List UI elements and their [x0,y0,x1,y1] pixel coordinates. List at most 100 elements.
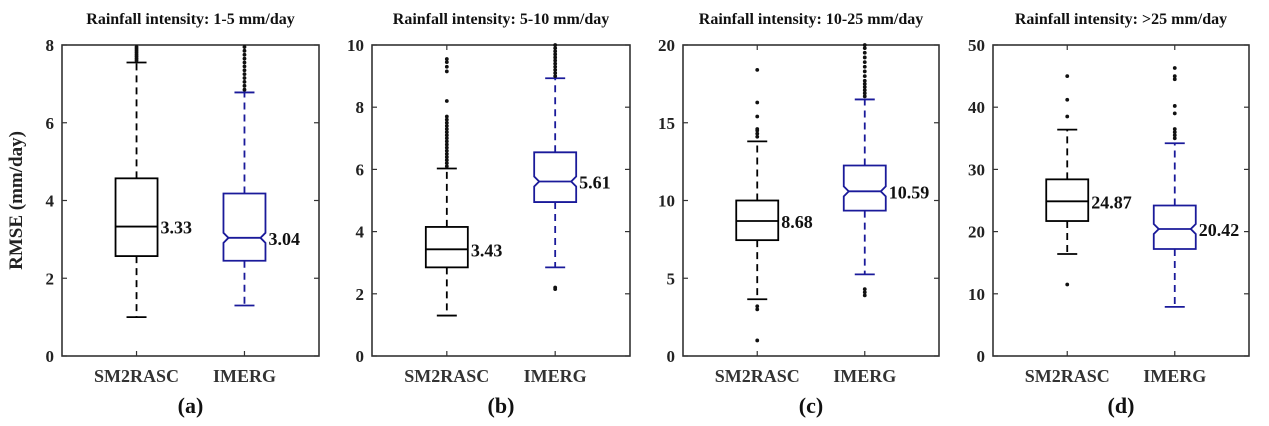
outlier-point [134,45,139,49]
outlier-point [862,55,867,60]
median-value-label: 5.61 [579,173,611,193]
outlier-point [242,68,247,73]
y-tick-label: 0 [667,347,676,366]
outlier-point [862,81,867,86]
outlier-point [862,78,867,83]
outlier-point [553,58,558,63]
outlier-point [1172,74,1177,78]
outlier-point [444,127,449,131]
outlier-point [862,74,867,78]
outlier-point [862,60,867,65]
panel-label: (c) [799,393,823,418]
median-value-label: 3.43 [471,240,503,260]
outlier-point [444,164,449,169]
panel-label: (b) [488,393,515,418]
median-value-label: 3.04 [268,229,300,249]
outlier-point [553,67,558,72]
outlier-point [755,127,760,131]
y-tick-label: 20 [658,36,675,55]
outlier-point [862,64,867,69]
y-tick-label: 10 [658,192,675,211]
outlier-point [1065,97,1070,102]
outlier-point [862,50,867,55]
outlier-point [444,151,449,156]
panel-label: (a) [178,393,204,418]
notched-box [222,192,267,262]
outlier-point [553,46,558,51]
axes-frame [61,44,320,357]
box [114,177,159,257]
outlier-point [242,87,247,92]
outlier-point [553,43,558,47]
y-tick-label: 6 [356,160,365,179]
outlier-point [1172,104,1177,108]
y-tick-label: 15 [658,114,675,133]
outlier-point [444,114,449,119]
outlier-point [242,52,247,57]
y-tick-label: 0 [46,347,55,366]
x-category-label: SM2RASC [94,366,179,386]
outlier-point [444,69,449,74]
outlier-point [862,94,867,99]
outlier-point [862,293,867,298]
outlier-point [444,120,449,125]
outlier-point [444,57,449,61]
outlier-point [862,46,867,51]
x-category-label: IMERG [1143,366,1206,386]
outlier-point [444,139,449,144]
x-category-label: IMERG [833,366,896,386]
outlier-point [242,80,247,84]
outlier-point [553,285,558,290]
y-tick-label: 0 [977,347,986,366]
outlier-point [242,64,247,69]
y-tick-label: 5 [667,269,676,288]
y-tick-label: 10 [347,36,364,55]
axes-frame [371,44,631,357]
outlier-point [444,123,449,128]
outlier-point [862,43,867,47]
outlier-point [553,55,558,60]
median-value-label: 3.33 [161,218,193,238]
panel-label: (d) [1108,393,1135,418]
outlier-point [444,145,449,150]
outlier-point [553,64,558,69]
x-category-label: IMERG [213,366,276,386]
outlier-point [444,64,449,69]
outlier-point [1172,111,1177,116]
y-tick-label: 6 [46,114,55,133]
panel-title: Rainfall intensity: 1-5 mm/day [86,11,294,28]
outlier-point [755,304,760,309]
outlier-point [862,69,867,74]
x-category-label: SM2RASC [1025,366,1110,386]
y-tick-label: 10 [968,285,985,304]
outlier-point [553,52,558,57]
box [424,226,469,269]
outlier-point [1065,74,1070,78]
axes-frame [992,44,1250,357]
outlier-point [444,117,449,122]
outlier-point [755,114,760,119]
y-tick-label: 8 [46,36,55,55]
outlier-point [862,91,867,96]
panel-title: Rainfall intensity: >25 mm/day [1015,11,1227,28]
median-value-label: 20.42 [1199,220,1240,240]
outlier-point [444,148,449,153]
outlier-point [553,74,558,78]
outlier-point [444,60,449,65]
outlier-point [755,131,760,136]
outlier-point [862,287,867,292]
outlier-point [1172,136,1177,141]
outlier-point [444,158,449,162]
y-tick-label: 2 [356,285,365,304]
outlier-point [242,76,247,80]
x-category-label: IMERG [524,366,587,386]
outlier-point [862,290,867,295]
outlier-point [553,61,558,66]
outlier-point [755,338,760,343]
outlier-point [1172,66,1177,70]
outlier-point [1065,114,1070,119]
box [1045,178,1090,222]
outlier-point [1172,127,1177,131]
y-tick-label: 8 [356,98,365,117]
